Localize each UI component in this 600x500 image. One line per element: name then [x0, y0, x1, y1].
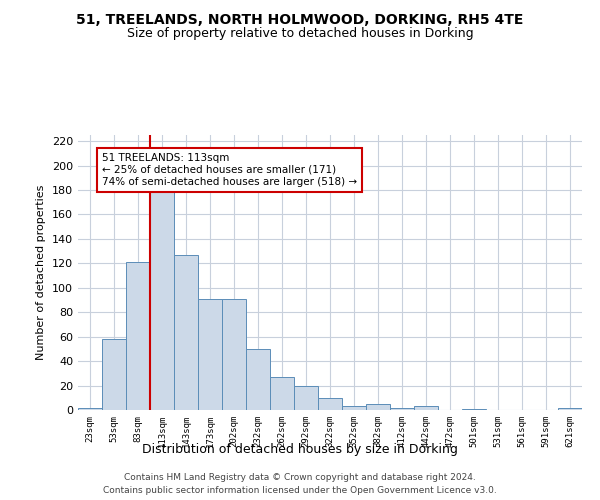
Bar [126, 262, 150, 410]
Bar [102, 339, 126, 410]
Text: 51 TREELANDS: 113sqm
← 25% of detached houses are smaller (171)
74% of semi-deta: 51 TREELANDS: 113sqm ← 25% of detached h… [102, 154, 357, 186]
Bar [78, 408, 102, 410]
Y-axis label: Number of detached properties: Number of detached properties [37, 185, 46, 360]
Bar [390, 408, 414, 410]
Bar [246, 349, 270, 410]
Bar [270, 377, 294, 410]
Bar [366, 404, 390, 410]
Text: Contains public sector information licensed under the Open Government Licence v3: Contains public sector information licen… [103, 486, 497, 495]
Bar [318, 398, 342, 410]
Bar [198, 299, 222, 410]
Bar [174, 255, 198, 410]
Text: Size of property relative to detached houses in Dorking: Size of property relative to detached ho… [127, 28, 473, 40]
Text: 51, TREELANDS, NORTH HOLMWOOD, DORKING, RH5 4TE: 51, TREELANDS, NORTH HOLMWOOD, DORKING, … [76, 12, 524, 26]
Bar [294, 386, 318, 410]
Text: Distribution of detached houses by size in Dorking: Distribution of detached houses by size … [142, 442, 458, 456]
Bar [150, 191, 174, 410]
Bar [462, 409, 486, 410]
Bar [222, 299, 246, 410]
Bar [414, 406, 438, 410]
Text: Contains HM Land Registry data © Crown copyright and database right 2024.: Contains HM Land Registry data © Crown c… [124, 472, 476, 482]
Bar [342, 406, 366, 410]
Bar [558, 408, 582, 410]
